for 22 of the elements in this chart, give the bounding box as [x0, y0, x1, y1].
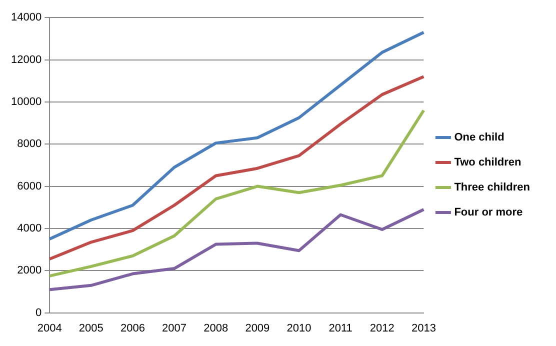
legend-label: Four or more: [454, 206, 523, 219]
x-tick-label: 2010: [286, 322, 312, 334]
x-tick-label: 2012: [370, 322, 394, 334]
y-tick-label: 8000: [17, 138, 42, 150]
y-tick-label: 6000: [17, 180, 42, 192]
y-tick-label: 12000: [10, 54, 42, 66]
legend-label: One child: [454, 132, 504, 144]
x-tick-label: 2013: [411, 322, 436, 334]
x-tick-label: 2006: [120, 322, 145, 334]
x-tick-label: 2005: [78, 322, 104, 334]
y-tick-label: 10000: [10, 96, 42, 108]
y-tick-label: 2000: [17, 264, 42, 277]
y-tick-label: 14000: [10, 12, 42, 24]
x-tick-label: 2009: [245, 322, 270, 334]
x-tick-label: 2011: [328, 322, 352, 334]
legend-label: Three children: [454, 182, 530, 194]
x-tick-label: 2008: [204, 322, 228, 334]
x-tick-label: 2004: [37, 322, 62, 334]
legend-label: Two children: [454, 156, 522, 169]
y-tick-label: 0: [35, 306, 42, 319]
x-tick-label: 2007: [162, 322, 187, 334]
y-tick-label: 4000: [17, 222, 42, 234]
